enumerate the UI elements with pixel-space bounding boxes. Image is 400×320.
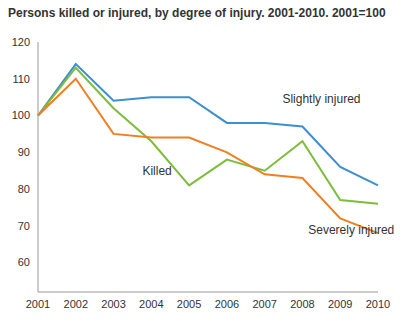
svg-text:110: 110 [12,73,30,85]
svg-text:2003: 2003 [101,298,125,310]
svg-text:2010: 2010 [366,298,390,310]
svg-text:Killed: Killed [142,164,171,178]
svg-text:2008: 2008 [290,298,314,310]
svg-text:2001: 2001 [26,298,50,310]
svg-text:2007: 2007 [252,298,276,310]
svg-text:120: 120 [12,36,30,48]
svg-text:2006: 2006 [215,298,239,310]
svg-text:Slightly injured: Slightly injured [282,92,360,106]
svg-text:Severely injured: Severely injured [308,223,394,237]
svg-text:90: 90 [18,146,30,158]
svg-text:2004: 2004 [139,298,163,310]
svg-text:100: 100 [12,109,30,121]
svg-text:70: 70 [18,220,30,232]
svg-text:2009: 2009 [328,298,352,310]
html-text:Persons killed or injured, by: Persons killed or injured, by degree of … [8,6,386,20]
svg-text:2002: 2002 [64,298,88,310]
svg-text:80: 80 [18,183,30,195]
svg-text:2005: 2005 [177,298,201,310]
svg-text:60: 60 [18,256,30,268]
